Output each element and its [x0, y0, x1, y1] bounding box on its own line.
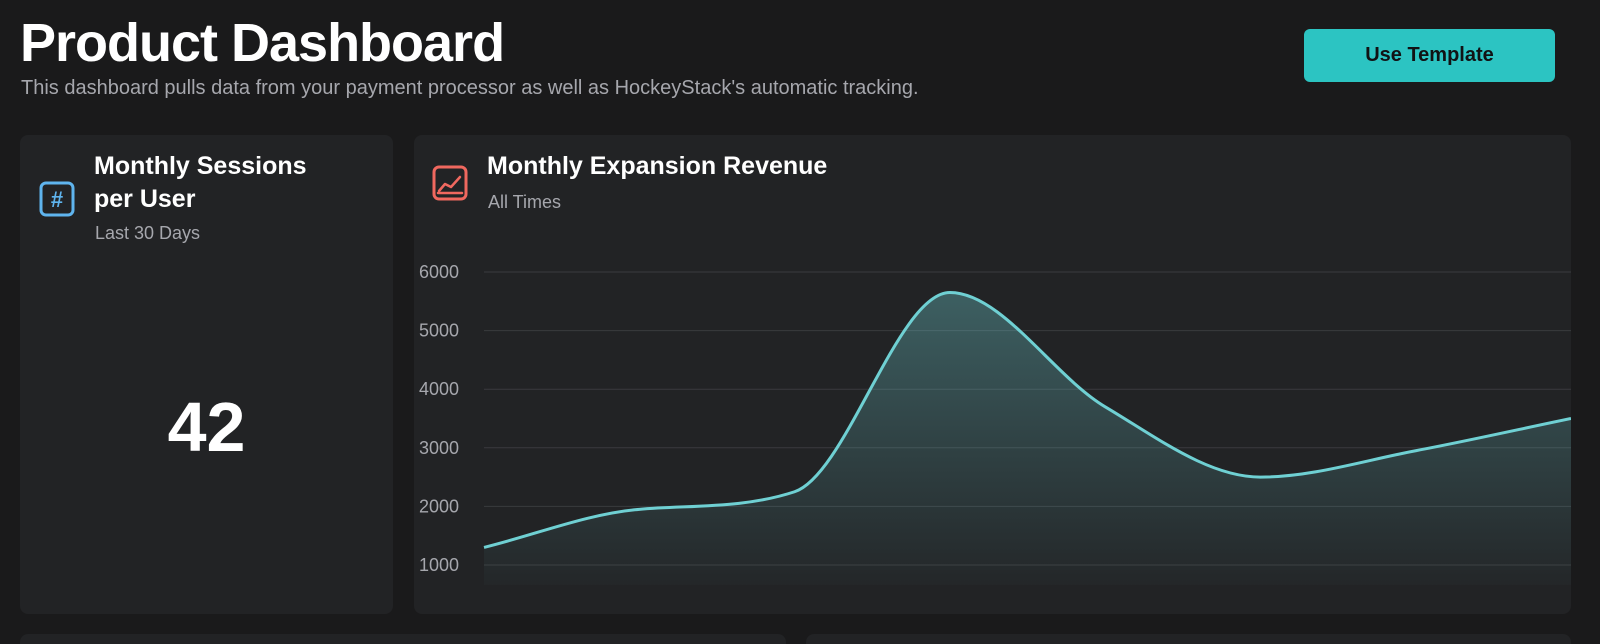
bottom-left-card[interactable] [20, 634, 786, 644]
data-point [792, 489, 798, 495]
svg-text:#: # [51, 187, 63, 212]
use-template-button[interactable]: Use Template [1304, 29, 1555, 82]
data-point [1413, 448, 1419, 454]
y-tick-label: 3000 [419, 438, 459, 458]
page-subtitle: This dashboard pulls data from your paym… [21, 77, 919, 99]
sessions-title-line1: Monthly Sessions [94, 152, 307, 180]
y-tick-label: 4000 [419, 379, 459, 399]
series-line [483, 291, 1571, 549]
data-point [1102, 404, 1108, 410]
bottom-right-card[interactable] [806, 634, 1571, 644]
sessions-card[interactable]: # Monthly Sessions per User Last 30 Days… [20, 135, 393, 614]
data-point [1257, 474, 1263, 480]
data-point [481, 544, 487, 550]
revenue-period: All Times [488, 192, 562, 212]
area-chart-icon [432, 165, 468, 201]
sessions-title-line2: per User [94, 185, 196, 213]
y-axis: 6000 5000 4000 3000 2000 1000 [419, 262, 459, 575]
hash-icon: # [39, 181, 75, 217]
y-tick-label: 2000 [419, 496, 459, 516]
y-tick-label: 5000 [419, 321, 459, 341]
sessions-value: 42 [167, 388, 246, 466]
data-point [947, 290, 953, 296]
y-tick-label: 6000 [419, 262, 459, 282]
revenue-card[interactable]: Monthly Expansion Revenue All Times 6000… [414, 135, 1571, 614]
y-tick-label: 1000 [419, 555, 459, 575]
sessions-period: Last 30 Days [95, 223, 201, 243]
series-area [484, 292, 1571, 585]
data-point [636, 506, 642, 512]
revenue-title: Monthly Expansion Revenue [487, 152, 828, 180]
page-title: Product Dashboard [20, 13, 505, 73]
revenue-chart: 6000 5000 4000 3000 2000 1000 [419, 262, 1571, 585]
